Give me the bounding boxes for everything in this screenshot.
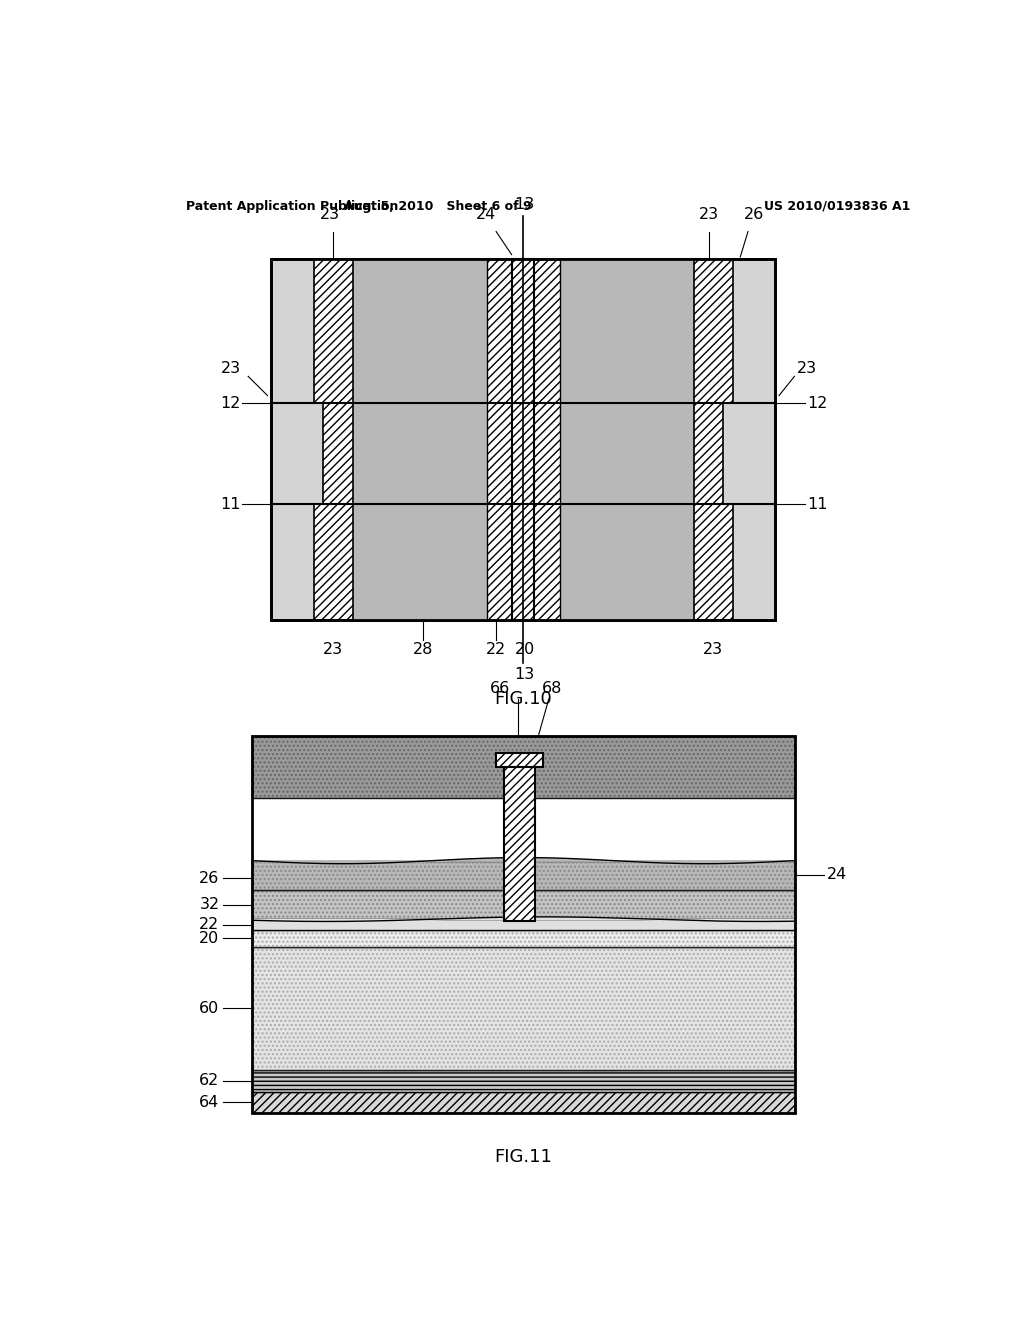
Text: 32: 32 [200, 898, 219, 912]
Text: 23: 23 [319, 206, 340, 222]
Bar [271, 259, 775, 620]
Text: 26: 26 [200, 871, 219, 886]
Text: 12: 12 [220, 396, 241, 411]
Text: 13: 13 [515, 667, 535, 681]
Text: 23: 23 [324, 642, 343, 657]
Bar [252, 861, 795, 890]
Bar [252, 737, 795, 797]
Bar [693, 504, 732, 620]
Text: Patent Application Publication: Patent Application Publication [186, 199, 398, 213]
Text: FIG.11: FIG.11 [495, 1148, 552, 1166]
Bar [486, 259, 560, 620]
Bar [324, 404, 352, 504]
Bar [693, 259, 732, 404]
Bar [252, 919, 795, 929]
Text: 13: 13 [515, 197, 535, 213]
Text: 20: 20 [200, 931, 219, 946]
Text: 66: 66 [489, 681, 510, 696]
Text: 24: 24 [827, 867, 847, 882]
Text: 23: 23 [703, 642, 723, 657]
Bar [252, 929, 795, 946]
Bar [486, 259, 560, 620]
Bar [252, 890, 795, 919]
Text: 11: 11 [808, 496, 828, 512]
Bar [352, 259, 486, 620]
Text: 23: 23 [699, 206, 719, 222]
Text: 22: 22 [200, 917, 219, 932]
Bar [504, 752, 535, 921]
Text: 62: 62 [200, 1073, 219, 1089]
Text: 68: 68 [542, 681, 562, 696]
Bar [252, 737, 795, 797]
Text: 23: 23 [797, 362, 817, 376]
Text: 22: 22 [486, 642, 506, 657]
Text: 23: 23 [221, 362, 241, 376]
Bar [252, 861, 795, 890]
Text: FIG.10: FIG.10 [495, 689, 552, 708]
Text: Aug. 5, 2010   Sheet 6 of 9: Aug. 5, 2010 Sheet 6 of 9 [344, 199, 531, 213]
Bar [252, 946, 795, 1071]
Bar [512, 259, 535, 620]
Bar [314, 259, 352, 404]
Bar [252, 946, 795, 1071]
Text: US 2010/0193836 A1: US 2010/0193836 A1 [764, 199, 910, 213]
Text: 20: 20 [515, 642, 535, 657]
Bar [271, 259, 775, 620]
Bar [252, 1092, 795, 1113]
Text: 11: 11 [220, 496, 241, 512]
Bar [314, 504, 352, 620]
Text: 64: 64 [200, 1094, 219, 1110]
Text: 28: 28 [413, 642, 433, 657]
Text: 26: 26 [744, 206, 764, 222]
Bar [252, 890, 795, 919]
Bar [252, 929, 795, 946]
Bar [560, 259, 693, 620]
Bar [496, 752, 543, 767]
Text: 60: 60 [200, 1001, 219, 1016]
Text: 24: 24 [476, 206, 497, 222]
Bar [252, 737, 795, 1113]
Text: 12: 12 [808, 396, 828, 411]
Bar [252, 1071, 795, 1092]
Bar [693, 404, 723, 504]
